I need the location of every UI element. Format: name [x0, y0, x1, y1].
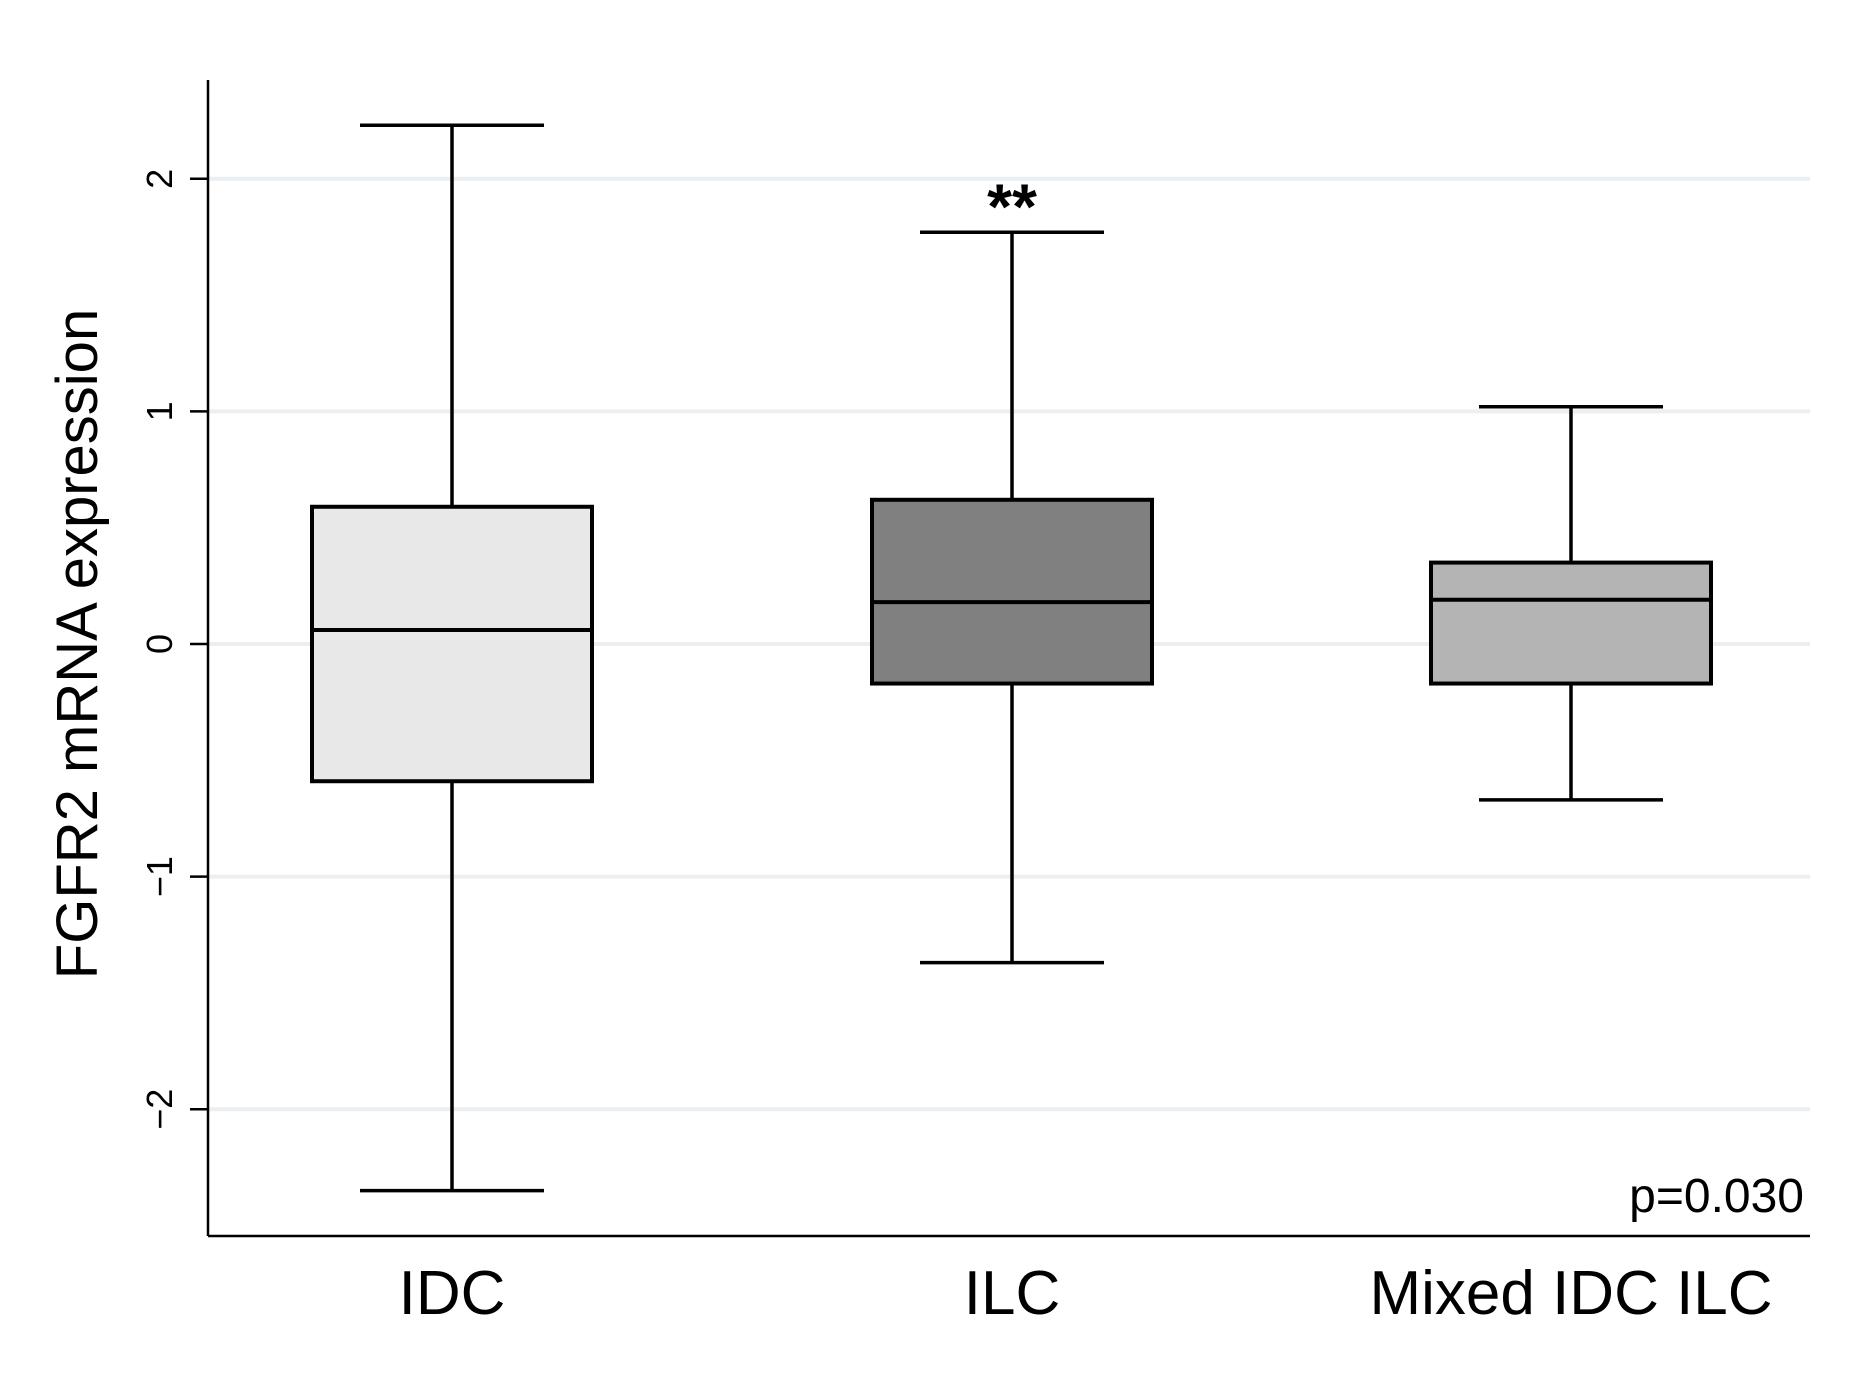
significance-marker: **	[987, 170, 1037, 242]
p-value-annotation: p=0.030	[1629, 1170, 1804, 1223]
y-tick-label: 1	[139, 401, 180, 421]
box-group	[310, 123, 594, 1193]
y-tick-label: −2	[139, 1089, 180, 1130]
axes: −2 −1 0 1 2	[139, 80, 1810, 1238]
iqr-box	[870, 497, 1154, 686]
y-tick-label: −1	[139, 856, 180, 897]
boxes	[310, 123, 1713, 1193]
iqr-box	[1429, 560, 1713, 686]
x-tick-label: Mixed IDC ILC	[1369, 1259, 1772, 1328]
box-group	[870, 230, 1154, 965]
iqr-box	[310, 504, 594, 784]
x-tick-label: ILC	[964, 1259, 1060, 1328]
labels: FGFR2 mRNA expression p=0.030 IDC ILC ** Mi…	[45, 170, 1804, 1328]
box-group	[1429, 404, 1713, 802]
y-axis-label: FGFR2 mRNA expression	[45, 309, 110, 979]
y-tick-label: 2	[139, 169, 180, 189]
y-tick-label: 0	[139, 634, 180, 654]
x-tick-label: IDC	[399, 1259, 506, 1328]
